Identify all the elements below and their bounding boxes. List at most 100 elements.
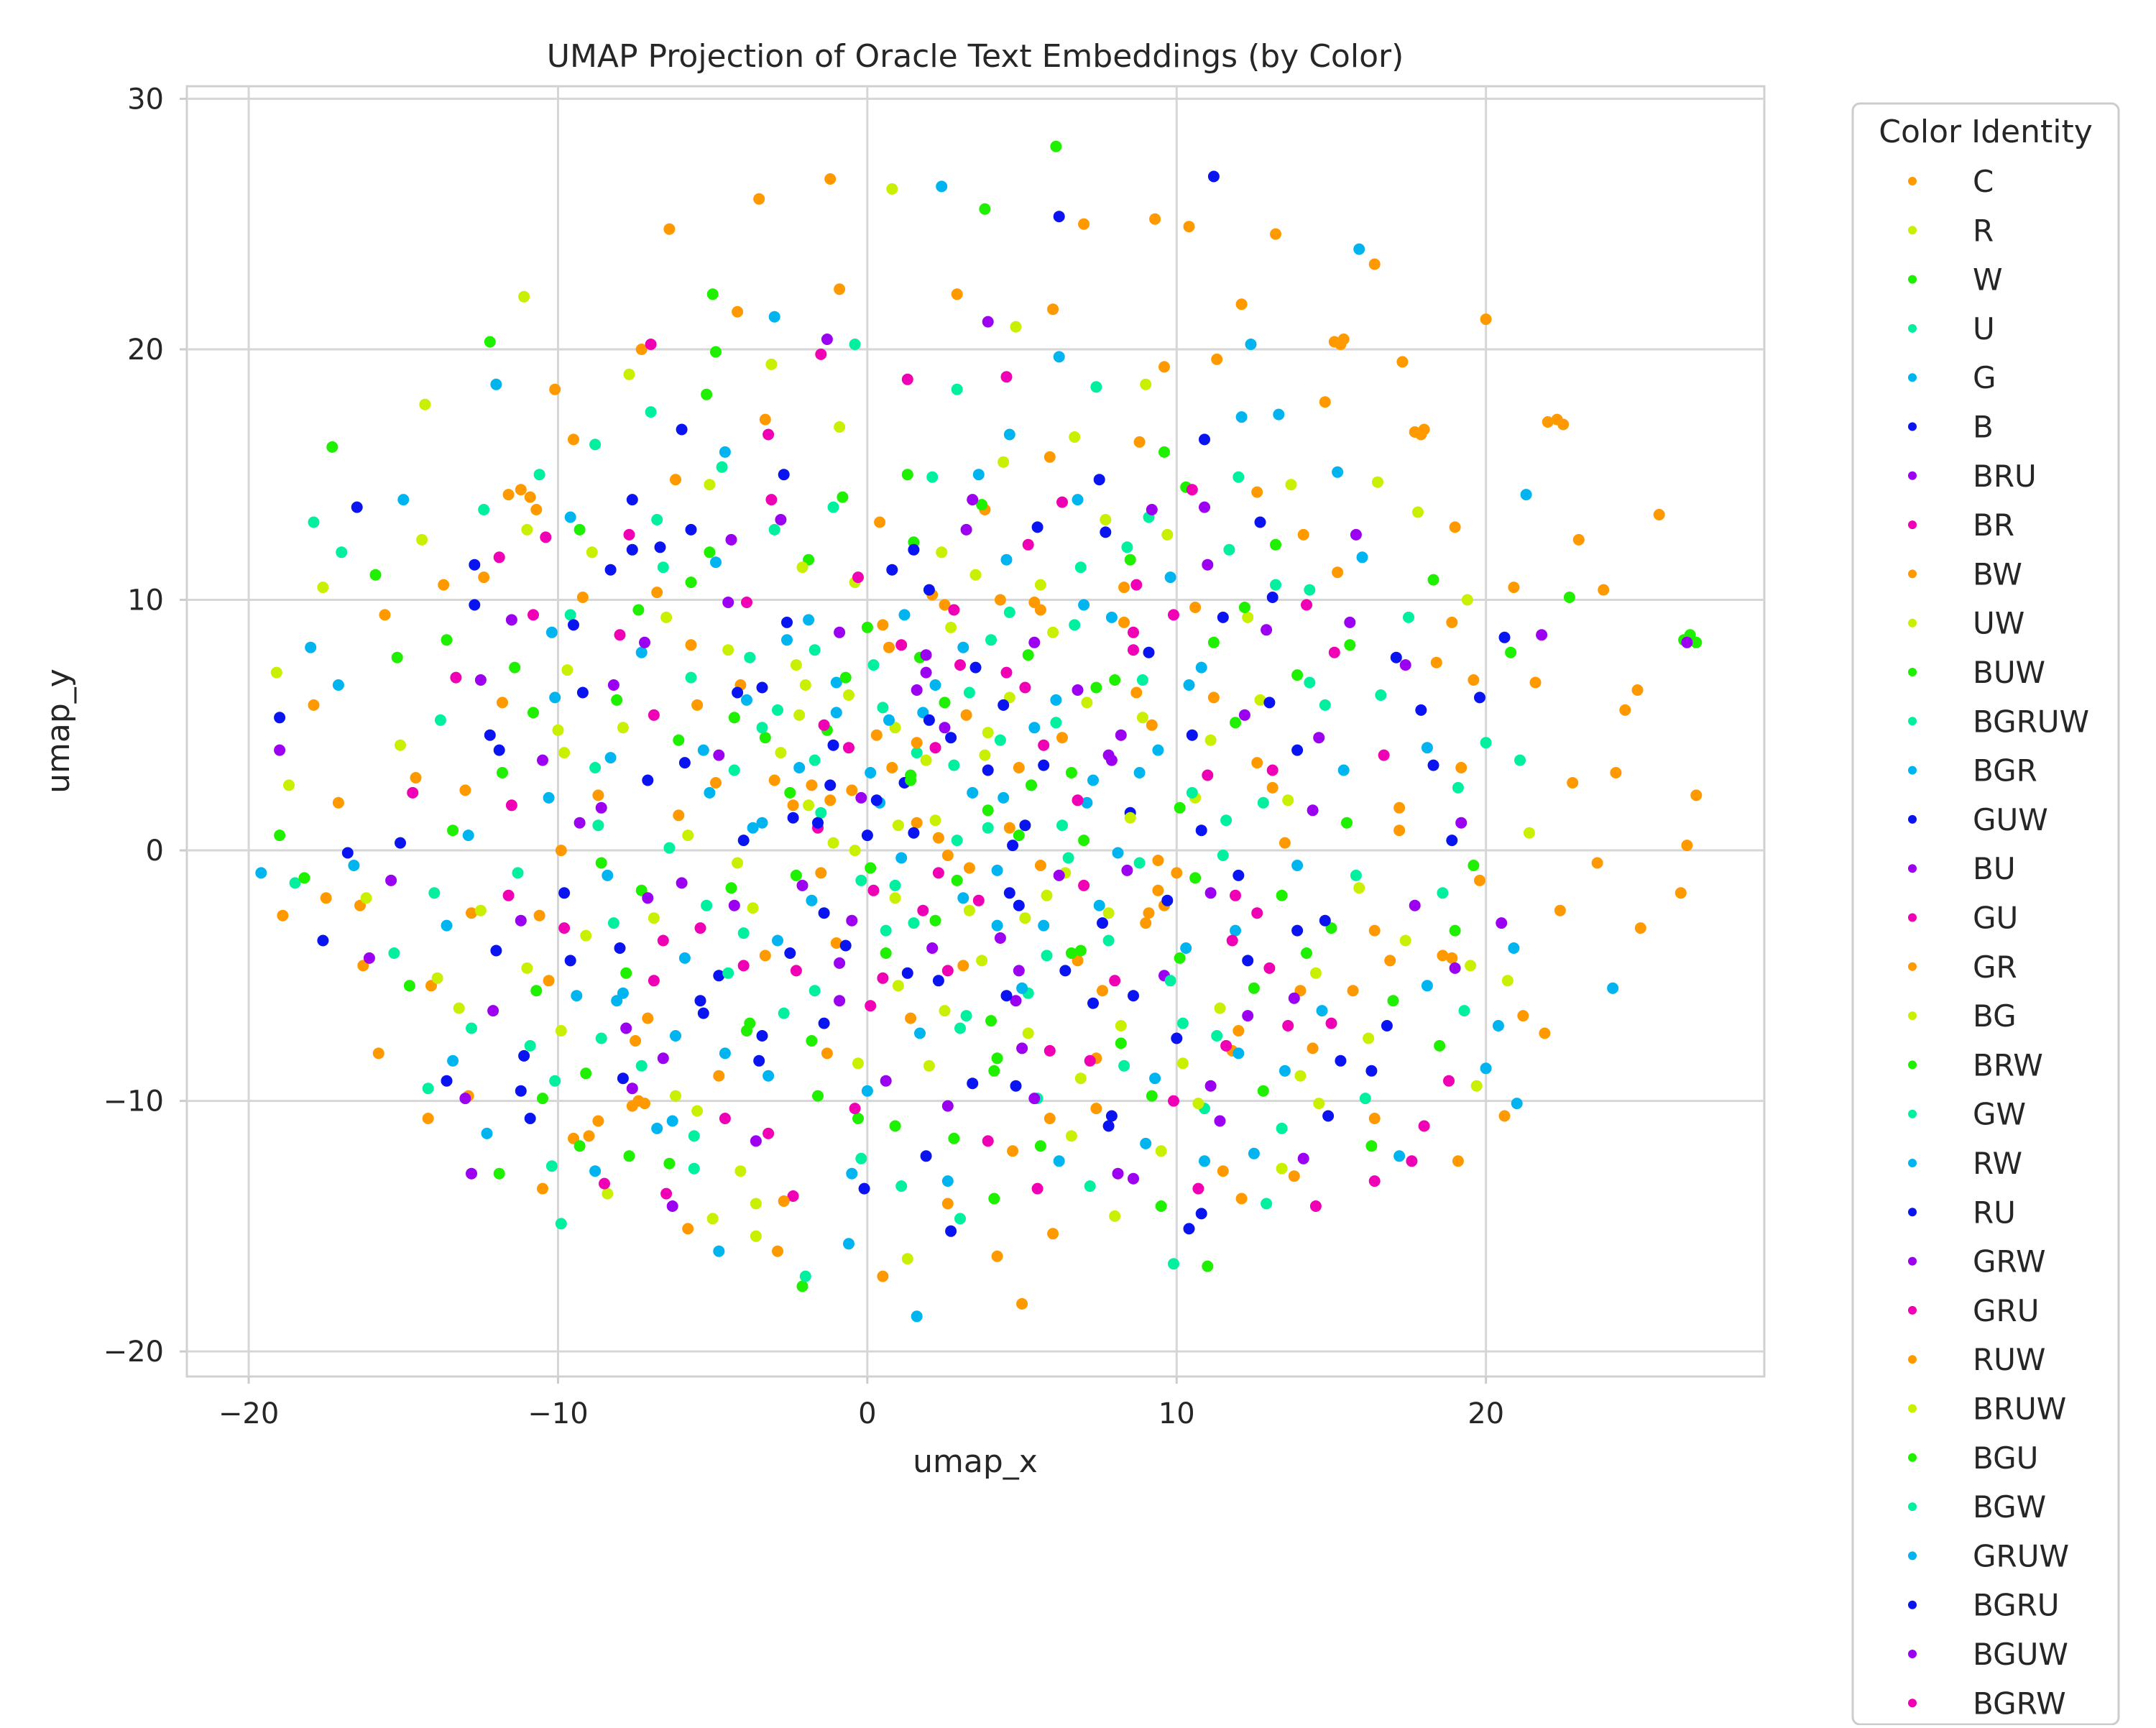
legend-label: R bbox=[1973, 213, 1994, 248]
data-point bbox=[568, 433, 579, 446]
data-point bbox=[537, 754, 548, 766]
legend-label: GU bbox=[1973, 901, 2018, 936]
data-point bbox=[1347, 985, 1359, 997]
data-point bbox=[982, 804, 994, 817]
data-point bbox=[1081, 697, 1093, 709]
data-point bbox=[929, 742, 941, 754]
data-point bbox=[537, 1182, 548, 1195]
data-point bbox=[1069, 431, 1081, 443]
data-point bbox=[1102, 1120, 1115, 1132]
legend-item: RU bbox=[1908, 1195, 2016, 1230]
data-point bbox=[1634, 922, 1646, 934]
data-point bbox=[1285, 479, 1297, 491]
data-point bbox=[1567, 777, 1579, 789]
legend-label: U bbox=[1973, 311, 1995, 346]
data-point bbox=[716, 461, 728, 473]
data-point bbox=[920, 666, 932, 679]
data-point bbox=[564, 511, 576, 523]
data-point bbox=[1056, 732, 1068, 744]
data-point bbox=[886, 762, 898, 773]
data-point bbox=[1056, 819, 1068, 832]
data-point bbox=[1328, 646, 1340, 658]
legend-marker bbox=[1908, 1060, 1917, 1070]
data-point bbox=[1056, 496, 1068, 508]
data-point bbox=[1183, 221, 1195, 233]
data-point bbox=[849, 339, 861, 350]
data-point bbox=[741, 694, 752, 706]
data-point bbox=[880, 947, 892, 959]
data-point bbox=[1309, 1200, 1322, 1212]
legend-item: GRU bbox=[1908, 1293, 2039, 1328]
data-point bbox=[1115, 1020, 1127, 1031]
data-point bbox=[493, 551, 505, 564]
legend-item: BRU bbox=[1908, 459, 2037, 494]
legend-title: Color Identity bbox=[1879, 114, 2093, 150]
legend-label: BW bbox=[1973, 556, 2022, 592]
data-point bbox=[1514, 754, 1526, 766]
data-point bbox=[982, 727, 994, 739]
data-point bbox=[756, 817, 768, 829]
data-point bbox=[611, 694, 623, 706]
data-point bbox=[512, 867, 524, 879]
data-point bbox=[599, 1177, 610, 1190]
data-point bbox=[1161, 894, 1174, 906]
data-point bbox=[867, 659, 880, 671]
data-point bbox=[623, 1150, 635, 1162]
data-point bbox=[846, 784, 858, 796]
data-point bbox=[818, 907, 830, 919]
data-point bbox=[573, 817, 586, 829]
data-point bbox=[694, 995, 706, 1007]
legend-label: BR bbox=[1973, 507, 2014, 543]
data-point bbox=[784, 947, 796, 959]
data-point bbox=[441, 634, 453, 646]
data-point bbox=[595, 1032, 607, 1044]
data-point bbox=[1031, 521, 1044, 533]
data-point bbox=[1610, 767, 1622, 778]
data-point bbox=[1146, 1090, 1158, 1102]
data-point bbox=[1112, 1167, 1124, 1180]
data-point bbox=[932, 867, 944, 879]
data-point bbox=[963, 862, 975, 874]
data-point bbox=[1013, 762, 1025, 773]
data-point bbox=[528, 609, 539, 621]
data-point bbox=[1207, 691, 1220, 704]
data-point bbox=[923, 1060, 935, 1072]
series-GU bbox=[407, 428, 1418, 1195]
data-point bbox=[1458, 1005, 1470, 1017]
data-point bbox=[1319, 914, 1331, 927]
data-point bbox=[490, 945, 502, 957]
data-point bbox=[1319, 699, 1331, 711]
data-point bbox=[1387, 995, 1399, 1007]
data-point bbox=[607, 679, 619, 691]
data-point bbox=[691, 1105, 704, 1117]
data-point bbox=[632, 604, 645, 616]
data-point bbox=[395, 837, 406, 849]
data-point bbox=[422, 1083, 434, 1095]
data-point bbox=[645, 406, 657, 418]
x-tick-label: −10 bbox=[528, 1397, 588, 1430]
data-point bbox=[1090, 381, 1102, 393]
data-point bbox=[1437, 887, 1449, 899]
data-point bbox=[1164, 975, 1176, 987]
data-point bbox=[821, 1047, 833, 1060]
legend-label: BU bbox=[1973, 851, 2016, 886]
data-point bbox=[549, 1075, 561, 1087]
data-point bbox=[753, 1054, 765, 1067]
data-point bbox=[998, 456, 1010, 468]
data-point bbox=[561, 664, 573, 676]
data-point bbox=[1474, 691, 1485, 704]
data-point bbox=[725, 533, 737, 546]
data-point bbox=[298, 872, 310, 884]
data-point bbox=[1446, 835, 1458, 847]
data-point bbox=[1607, 982, 1619, 994]
data-point bbox=[441, 1075, 453, 1087]
data-point bbox=[1109, 975, 1121, 987]
data-point bbox=[1619, 704, 1631, 716]
data-point bbox=[573, 523, 586, 536]
data-point bbox=[1455, 817, 1468, 829]
data-point bbox=[1152, 744, 1164, 756]
data-point bbox=[645, 339, 657, 350]
data-point bbox=[892, 980, 904, 992]
data-point bbox=[778, 1195, 790, 1207]
data-point bbox=[1572, 533, 1585, 546]
